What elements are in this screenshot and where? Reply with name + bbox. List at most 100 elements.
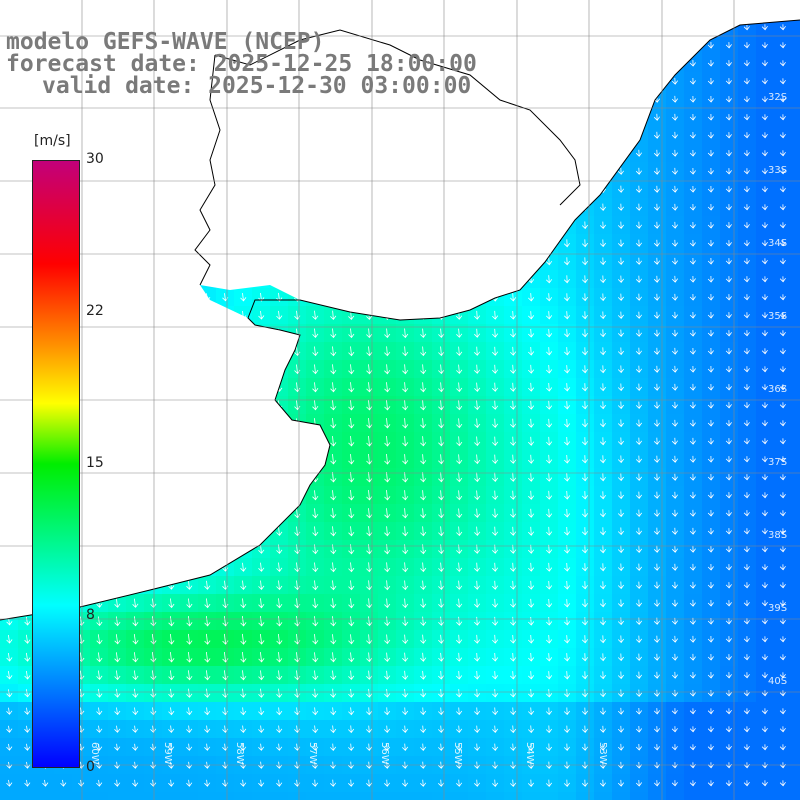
wind-arrow (330, 6, 336, 13)
wind-arrow (510, 689, 517, 698)
wind-arrow (563, 275, 571, 284)
wind-arrow (599, 563, 607, 572)
wind-arrow (24, 707, 31, 715)
wind-cell (522, 54, 540, 72)
wind-arrow (330, 688, 337, 698)
wind-arrow (258, 670, 265, 681)
wind-arrow (114, 725, 121, 733)
wind-cell (288, 450, 306, 468)
wind-arrow (617, 599, 625, 608)
wind-arrow (510, 382, 517, 392)
wind-arrow (150, 275, 157, 284)
wind-arrow (581, 473, 589, 482)
wind-cell (216, 270, 234, 288)
wind-arrow (581, 239, 589, 248)
wind-cell (432, 162, 450, 180)
latitude-label: 39S (768, 603, 787, 614)
wind-arrow (635, 779, 643, 787)
longitude-label: 56W (379, 742, 390, 765)
latitude-label: 36S (768, 384, 787, 395)
wind-cell (576, 0, 594, 18)
wind-arrow (240, 688, 247, 698)
wind-cell (432, 198, 450, 216)
wind-cell (540, 198, 558, 216)
wind-arrow (384, 688, 391, 698)
wind-arrow (240, 382, 247, 392)
wind-cell (90, 216, 108, 234)
wind-cell (468, 108, 486, 126)
wind-cell (216, 306, 234, 324)
wind-arrow (384, 364, 391, 375)
wind-arrow (635, 95, 643, 103)
wind-arrow (240, 293, 247, 302)
wind-arrow (761, 366, 768, 373)
wind-arrow (653, 239, 661, 247)
wind-arrow (545, 779, 553, 788)
wind-arrow (6, 671, 13, 680)
wind-arrow (528, 400, 535, 410)
wind-arrow (635, 257, 643, 265)
wind-arrow (599, 599, 607, 608)
wind-arrow (258, 707, 265, 716)
wind-arrow (510, 436, 517, 446)
wind-arrow (671, 509, 679, 517)
wind-arrow (635, 329, 643, 337)
wind-arrow (492, 616, 499, 626)
wind-arrow (420, 400, 427, 411)
wind-arrow (653, 419, 661, 427)
wind-cell (162, 792, 180, 800)
wind-arrow (366, 562, 373, 573)
wind-arrow (348, 364, 355, 375)
wind-cell (198, 378, 216, 396)
wind-arrow (599, 617, 607, 626)
wind-arrow (528, 131, 535, 140)
wind-cell (54, 792, 72, 800)
wind-arrow (96, 652, 103, 663)
wind-cell (594, 72, 612, 90)
wind-arrow (114, 383, 121, 392)
wind-arrow (186, 491, 193, 500)
wind-arrow (186, 419, 193, 428)
wind-arrow (438, 707, 445, 716)
wind-arrow (635, 41, 643, 49)
wind-cell (486, 72, 504, 90)
wind-arrow (599, 635, 607, 644)
wind-cell (0, 558, 18, 576)
wind-arrow (492, 400, 499, 410)
wind-arrow (510, 167, 517, 176)
wind-arrow (671, 527, 679, 535)
wind-arrow (438, 346, 445, 357)
wind-arrow (671, 671, 679, 679)
wind-arrow (581, 779, 589, 787)
wind-arrow (24, 95, 31, 104)
wind-arrow (438, 508, 445, 519)
wind-arrow (96, 437, 103, 446)
wind-arrow (348, 292, 355, 302)
wind-cell (144, 468, 162, 486)
wind-cell (108, 252, 126, 270)
wind-arrow (168, 203, 175, 212)
wind-arrow (689, 257, 696, 265)
wind-arrow (492, 23, 499, 32)
wind-arrow (348, 436, 355, 447)
wind-arrow (168, 311, 175, 320)
wind-arrow (60, 149, 67, 158)
wind-arrow (150, 401, 157, 410)
wind-arrow (258, 526, 265, 536)
wind-cell (468, 0, 486, 18)
wind-arrow (150, 419, 157, 428)
wind-arrow (779, 132, 786, 139)
wind-arrow (528, 346, 535, 356)
wind-arrow (150, 509, 157, 518)
wind-arrow (456, 274, 463, 284)
wind-cell (324, 108, 342, 126)
wind-arrow (761, 294, 768, 301)
wind-arrow (779, 24, 786, 31)
wind-cell (414, 0, 432, 18)
wind-cell (342, 108, 360, 126)
wind-arrow (43, 6, 49, 13)
wind-arrow (78, 113, 85, 122)
wind-arrow (456, 598, 463, 608)
wind-arrow (366, 400, 373, 411)
model-title: modelo GEFS-WAVE (NCEP) (6, 29, 325, 55)
